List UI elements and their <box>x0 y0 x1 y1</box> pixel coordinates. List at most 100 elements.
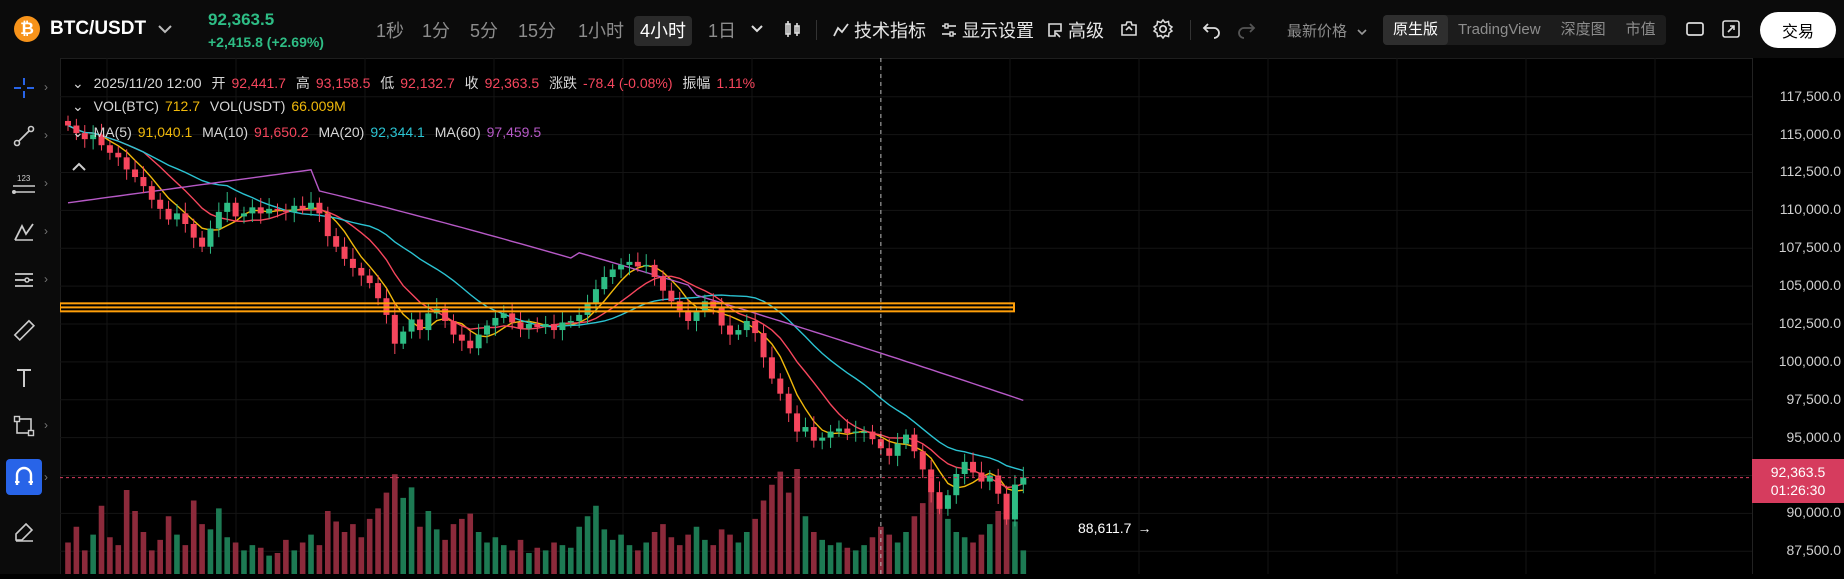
pair-name: BTC/USDT <box>50 18 147 39</box>
trendline-icon[interactable] <box>10 122 38 150</box>
indicators-label: 技术指标 <box>854 21 926 41</box>
candle-body <box>215 211 222 229</box>
candle-body <box>886 448 893 456</box>
candle-body <box>73 125 80 134</box>
redo-icon[interactable] <box>1235 18 1257 40</box>
price-type-select[interactable]: 最新价格 <box>1287 20 1367 41</box>
display-settings-button[interactable]: 显示设置 <box>940 17 1034 43</box>
volume-bar <box>182 545 189 574</box>
volume-bar <box>676 545 683 574</box>
candle-body <box>601 277 608 290</box>
volume-bar <box>324 511 331 574</box>
current-price-value: 92,363.5 <box>1770 464 1826 480</box>
volume-bar <box>358 537 365 574</box>
volume-bar <box>366 518 373 574</box>
pair-selector[interactable]: ₿ BTC/USDT <box>14 0 172 58</box>
volume-bar <box>316 545 323 574</box>
candle-type-icon[interactable] <box>782 18 804 40</box>
tab-4h[interactable]: 4小时 <box>634 16 693 46</box>
chevron-right-icon[interactable]: › <box>44 418 48 432</box>
candle-body <box>282 210 289 212</box>
text-tool-icon[interactable] <box>10 364 38 392</box>
volume-bar <box>601 529 608 574</box>
volume-bar <box>157 539 163 574</box>
high-value: 93,158.5 <box>315 75 371 91</box>
gear-icon[interactable] <box>1152 18 1174 40</box>
tab-native[interactable]: 原生版 <box>1383 15 1449 45</box>
candle-body <box>609 269 616 278</box>
indicators-button[interactable]: 技术指标 <box>832 17 926 43</box>
tab-15m[interactable]: 15分 <box>518 21 557 41</box>
y-tick-label: 110,000.0 <box>1779 201 1841 218</box>
volume-bar <box>811 532 817 574</box>
ma10-label: MA(10) <box>202 124 249 140</box>
window-icon[interactable] <box>1684 18 1706 40</box>
legend-date: 2025/11/20 12:00 <box>93 75 202 91</box>
chevron-down-icon[interactable]: ⌄ <box>72 98 84 114</box>
chevron-right-icon[interactable]: › <box>44 470 48 484</box>
more-timeframes-chevron-icon[interactable] <box>746 18 768 40</box>
candle-body <box>492 317 499 326</box>
chevron-down-icon[interactable]: ⌄ <box>72 75 84 91</box>
advanced-button[interactable]: 高级 <box>1046 17 1104 43</box>
tab-5m[interactable]: 5分 <box>470 21 499 41</box>
candle-body <box>953 474 960 496</box>
tab-tradingview[interactable]: TradingView <box>1458 21 1541 38</box>
price-type-label: 最新价格 <box>1287 23 1348 40</box>
tab-1s[interactable]: 1秒 <box>376 21 405 41</box>
candle-body <box>500 313 507 318</box>
volume-bar <box>283 539 289 574</box>
chevron-right-icon[interactable]: › <box>44 128 48 142</box>
tab-1d[interactable]: 1日 <box>708 21 737 41</box>
fullscreen-icon[interactable] <box>1720 18 1742 40</box>
y-tick-label: 100,000.0 <box>1778 352 1841 369</box>
chevron-right-icon[interactable]: › <box>44 80 48 94</box>
volume-bar <box>526 553 532 574</box>
ruler-icon[interactable] <box>10 316 38 344</box>
volume-bar <box>844 547 851 574</box>
vol-btc-label: VOL(BTC) <box>93 98 159 114</box>
chevron-down-icon[interactable]: ⌄ <box>72 124 84 140</box>
crosshair-icon[interactable] <box>10 74 38 102</box>
chevron-right-icon[interactable]: › <box>44 224 48 238</box>
chevron-right-icon[interactable]: › <box>44 272 48 286</box>
volume-bar <box>668 537 675 574</box>
chevron-right-icon[interactable]: › <box>44 176 48 190</box>
eraser-icon[interactable] <box>10 518 38 546</box>
magnet-icon[interactable] <box>6 459 42 495</box>
candle-body <box>802 427 809 432</box>
parallel-lines-icon[interactable] <box>10 266 38 294</box>
volume-bar <box>559 545 566 574</box>
volume-bar <box>685 534 691 574</box>
tab-1m[interactable]: 1分 <box>422 21 451 41</box>
candle-body <box>416 319 423 331</box>
candle-body <box>140 177 147 187</box>
volume-bar <box>266 555 272 574</box>
low-value: 92,132.7 <box>400 75 455 91</box>
volume-bar <box>953 532 960 574</box>
candle-body <box>475 334 482 349</box>
chart-canvas[interactable]: ⌄ 2025/11/20 12:00 开 92,441.7 高 93,158.5 低… <box>59 58 1752 574</box>
tab-1h[interactable]: 1小时 <box>578 21 625 41</box>
candle-body <box>324 213 331 237</box>
pattern-icon[interactable] <box>10 218 38 246</box>
volume-bar <box>643 542 650 574</box>
collapse-legend-chevron-icon[interactable] <box>72 158 86 174</box>
sliders-icon <box>942 23 956 37</box>
undo-icon[interactable] <box>1201 18 1223 40</box>
trade-button[interactable]: 交易 <box>1760 12 1836 48</box>
tab-depth[interactable]: 深度图 <box>1560 21 1606 38</box>
candle-body <box>693 311 700 321</box>
kline-chart[interactable] <box>59 58 1752 574</box>
snapshot-icon[interactable] <box>1118 18 1140 40</box>
volume-bar <box>785 492 792 574</box>
fibonacci-icon[interactable]: 123 <box>10 170 38 198</box>
candle-body <box>232 202 239 217</box>
volume-bar <box>492 537 499 574</box>
volume-bar <box>903 532 909 574</box>
volume-bar <box>534 547 541 574</box>
shape-tool-icon[interactable] <box>10 412 38 440</box>
last-price: 92,363.5 <box>208 10 275 29</box>
tab-market-cap[interactable]: 市值 <box>1625 21 1656 38</box>
candle-body <box>676 301 683 311</box>
